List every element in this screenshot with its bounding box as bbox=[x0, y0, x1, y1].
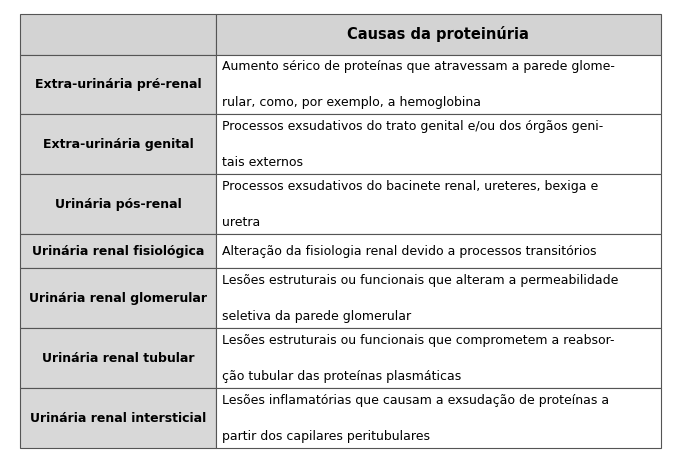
Text: Causas da proteinúria: Causas da proteinúria bbox=[347, 26, 529, 42]
Text: seletiva da parede glomerular: seletiva da parede glomerular bbox=[222, 310, 411, 323]
Bar bbox=[216, 14, 661, 55]
Text: Urinária pós-renal: Urinária pós-renal bbox=[54, 198, 181, 211]
Bar bbox=[20, 388, 216, 448]
Bar bbox=[216, 234, 661, 268]
Bar bbox=[20, 268, 216, 328]
Bar bbox=[216, 388, 661, 448]
Bar bbox=[216, 328, 661, 388]
Text: Urinária renal glomerular: Urinária renal glomerular bbox=[29, 292, 207, 305]
Bar bbox=[216, 174, 661, 234]
Bar bbox=[216, 268, 661, 328]
Bar bbox=[216, 55, 661, 115]
Bar bbox=[20, 174, 216, 234]
Text: Urinária renal intersticial: Urinária renal intersticial bbox=[30, 412, 206, 425]
Text: Aumento sérico de proteínas que atravessam a parede glome-: Aumento sérico de proteínas que atravess… bbox=[222, 60, 614, 73]
Bar bbox=[20, 14, 216, 55]
Text: tais externos: tais externos bbox=[222, 156, 302, 169]
Text: Processos exsudativos do bacinete renal, ureteres, bexiga e: Processos exsudativos do bacinete renal,… bbox=[222, 180, 598, 193]
Text: Extra-urinária genital: Extra-urinária genital bbox=[43, 138, 193, 151]
Text: Lesões inflamatórias que causam a exsudação de proteínas a: Lesões inflamatórias que causam a exsuda… bbox=[222, 394, 609, 407]
Text: Lesões estruturais ou funcionais que alteram a permeabilidade: Lesões estruturais ou funcionais que alt… bbox=[222, 274, 618, 287]
Text: Processos exsudativos do trato genital e/ou dos órgãos geni-: Processos exsudativos do trato genital e… bbox=[222, 120, 603, 133]
Text: Alteração da fisiologia renal devido a processos transitórios: Alteração da fisiologia renal devido a p… bbox=[222, 245, 596, 258]
Text: Lesões estruturais ou funcionais que comprometem a reabsor-: Lesões estruturais ou funcionais que com… bbox=[222, 334, 614, 347]
Bar bbox=[20, 115, 216, 174]
Text: uretra: uretra bbox=[222, 216, 260, 229]
Bar bbox=[216, 115, 661, 174]
Text: partir dos capilares peritubulares: partir dos capilares peritubulares bbox=[222, 430, 430, 443]
Bar bbox=[20, 55, 216, 115]
Text: rular, como, por exemplo, a hemoglobina: rular, como, por exemplo, a hemoglobina bbox=[222, 96, 481, 109]
Text: Urinária renal fisiológica: Urinária renal fisiológica bbox=[32, 245, 204, 258]
Text: ção tubular das proteínas plasmáticas: ção tubular das proteínas plasmáticas bbox=[222, 370, 461, 383]
Bar bbox=[20, 234, 216, 268]
Bar bbox=[20, 328, 216, 388]
Text: Urinária renal tubular: Urinária renal tubular bbox=[42, 352, 194, 365]
Text: Extra-urinária pré-renal: Extra-urinária pré-renal bbox=[35, 78, 202, 91]
